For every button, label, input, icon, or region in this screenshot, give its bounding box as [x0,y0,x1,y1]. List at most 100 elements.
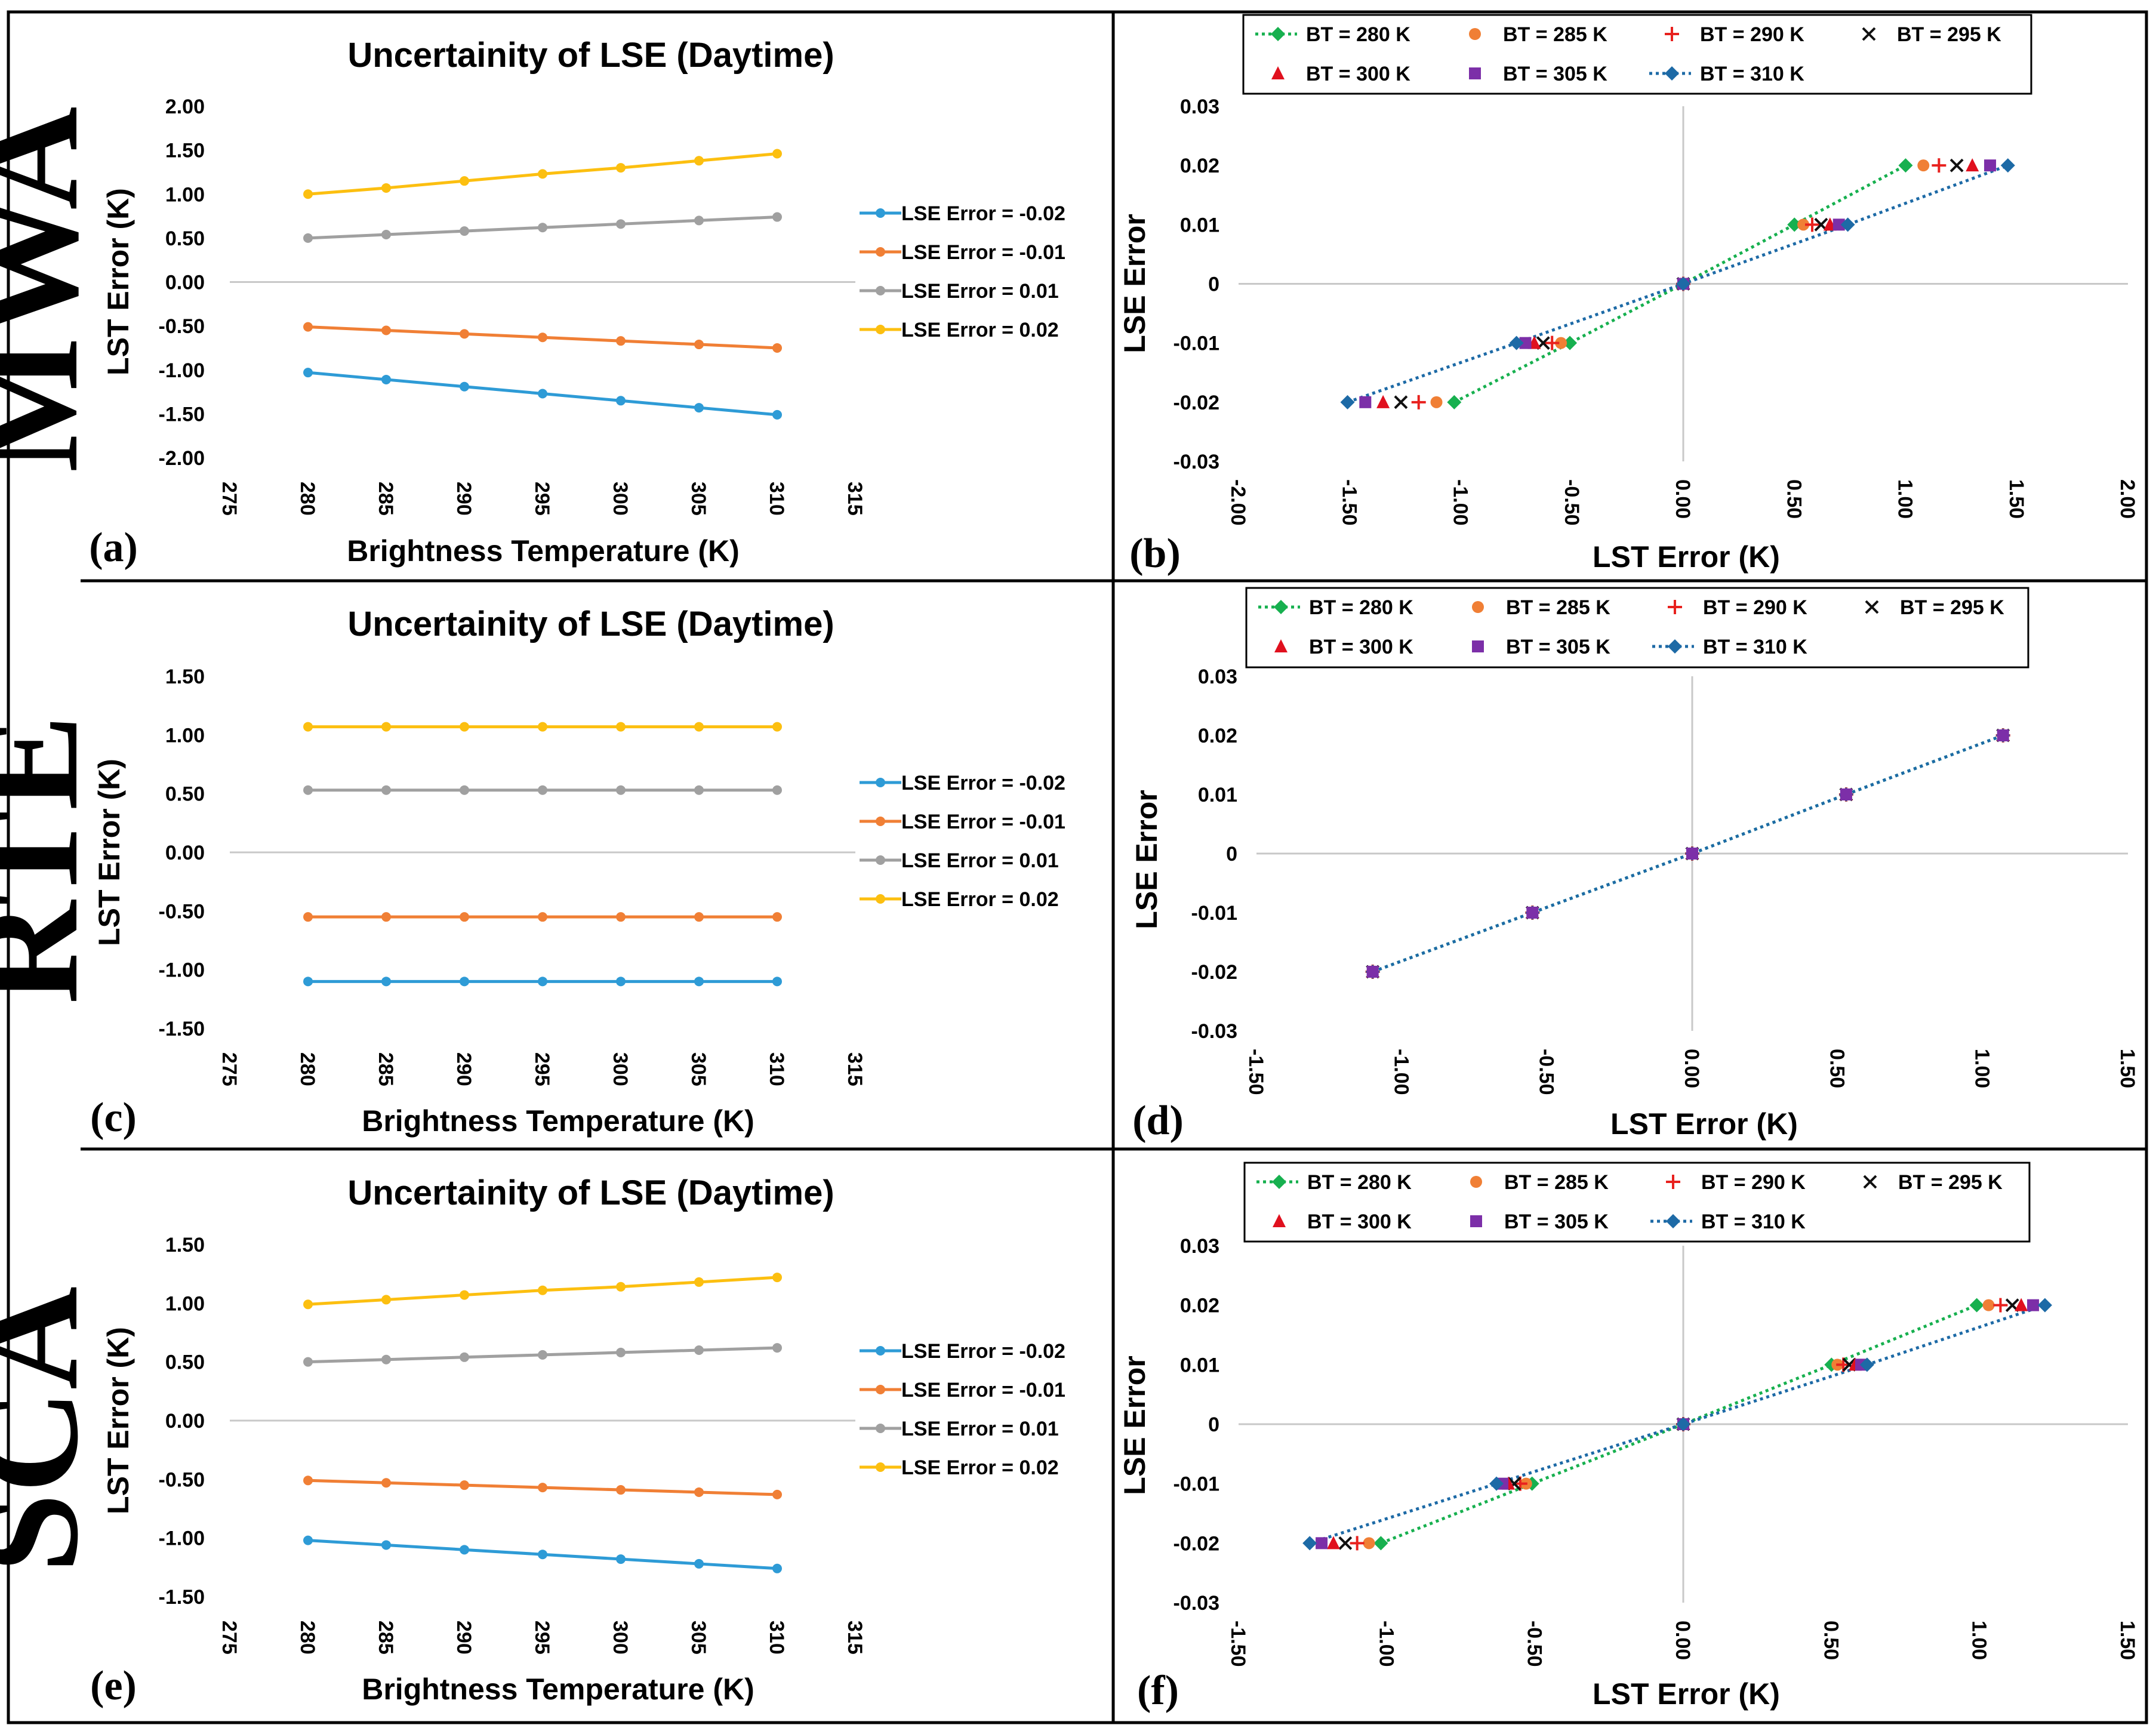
legend-marker [1668,600,1682,614]
legend-label: LSE Error = 0.01 [901,1418,1059,1440]
data-point [1526,907,1539,919]
legend-marker [876,286,885,295]
y-tick-label: -1.00 [159,959,205,982]
y-axis-label: LST Error (K) [93,759,126,946]
y-tick-label: -0.50 [159,1468,205,1491]
data-point [538,1285,547,1295]
data-point [694,1487,704,1497]
x-tick-label: 290 [452,1052,475,1086]
y-tick-label: -2.00 [159,447,205,470]
legend-label: LSE Error = 0.01 [901,280,1059,303]
legend-label: LSE Error = 0.02 [901,888,1059,911]
data-point [381,1295,391,1305]
data-point [1686,848,1698,860]
x-tick-label: -0.50 [1523,1621,1546,1667]
x-tick-label: -1.50 [1227,1621,1249,1667]
legend-marker [1668,639,1682,654]
legend-label: BT = 310 K [1700,63,1804,85]
panel-c: (c) Uncertainity of LSE (Daytime) 1.50 1.00… [90,605,1065,1141]
data-point [460,1290,469,1300]
data-point [772,149,782,159]
x-tick-label: 1.50 [2005,479,2028,519]
data-point [1509,335,1524,350]
data-point [460,977,469,987]
legend-label: LSE Error = -0.01 [901,1379,1065,1402]
panel-label-a: (a) [89,525,138,571]
x-tick-label: 285 [374,482,397,516]
panel-f: (f) 0.03 0.02 0.01 0 -0.01 -0.02 -0.03 -1.50 -1.0… [1118,1162,2139,1714]
data-point [2000,158,2015,173]
x-tick-label: 280 [296,482,319,516]
data-point [694,340,704,350]
x-axis-label: Brightness Temperature (K) [362,1104,754,1138]
data-point [303,785,313,795]
data-point [1302,1536,1317,1551]
legend-box [1242,14,2032,95]
legend-label: BT = 300 K [1309,636,1413,658]
x-tick-label: 280 [296,1621,319,1655]
data-point [460,722,469,732]
data-point [538,389,547,399]
data-point [1969,1298,1984,1313]
data-point [1316,1537,1328,1550]
y-axis-label: LST Error (K) [101,188,135,375]
y-axis-label: LSE Error [1130,790,1163,929]
data-point [381,183,391,193]
legend-marker [1469,67,1481,79]
row-label-rte: RTE [0,714,107,1004]
legend-label: BT = 295 K [1898,1171,2003,1194]
data-point [772,722,782,732]
data-point [1430,396,1443,408]
y-tick-label: -0.03 [1174,1592,1220,1615]
legend-label: BT = 280 K [1307,1171,1412,1194]
x-tick-label: 1.00 [1971,1049,1994,1088]
data-point [694,785,704,795]
data-point [772,343,782,353]
x-tick-label: 0.00 [1671,1621,1694,1660]
y-tick-label: 0.03 [1198,666,1237,688]
y-tick-label: 1.00 [165,183,205,206]
row-label-sca: SCA [0,1286,107,1573]
chart-title-a: Uncertainity of LSE (Daytime) [347,36,834,75]
data-point [772,977,782,987]
y-tick-label: -0.03 [1174,451,1220,473]
panel-b: (b) 0.03 0.02 0.01 0 -0.01 -0.02 -0.03 -2.00 -1.5… [1118,14,2139,577]
x-tick-label: 315 [843,482,866,516]
y-tick-label: 0 [1226,843,1237,865]
data-point [1932,158,1946,173]
y-tick-label: -1.00 [159,1527,205,1550]
y-axis-label: LSE Error [1118,214,1151,353]
y-tick-label: 1.00 [165,1292,205,1315]
data-point [303,189,313,199]
legend-marker [1272,1175,1286,1189]
legend-label: BT = 280 K [1309,596,1413,619]
data-point [538,332,547,343]
x-tick-label: 310 [765,1052,788,1086]
data-point [616,722,626,732]
legend-marker [876,208,885,218]
x-tick-label: 295 [531,1621,553,1655]
x-tick-label: 310 [765,1621,788,1655]
data-point [1359,396,1372,408]
data-point [1563,335,1578,350]
legend-label: LSE Error = -0.01 [901,241,1065,264]
y-tick-label: 0.03 [1180,96,1219,118]
x-tick-label: 2.00 [2116,479,2139,519]
data-point [616,396,626,406]
data-point [460,226,469,236]
data-point [616,1282,626,1292]
data-point [1949,158,1964,173]
data-point [538,722,547,732]
legend-label: BT = 285 K [1504,1171,1609,1194]
legend-marker [1469,28,1481,40]
legend-marker [876,1346,885,1356]
y-tick-label: 0 [1208,1413,1219,1436]
legend-label: BT = 305 K [1503,63,1607,85]
data-point [381,785,391,795]
data-point [538,1350,547,1360]
y-tick-label: 0.01 [1198,784,1237,806]
y-tick-label: 0.02 [1198,725,1237,747]
data-point [772,409,782,420]
legend-marker [1863,1175,1877,1189]
y-tick-label: 1.50 [165,1234,205,1256]
